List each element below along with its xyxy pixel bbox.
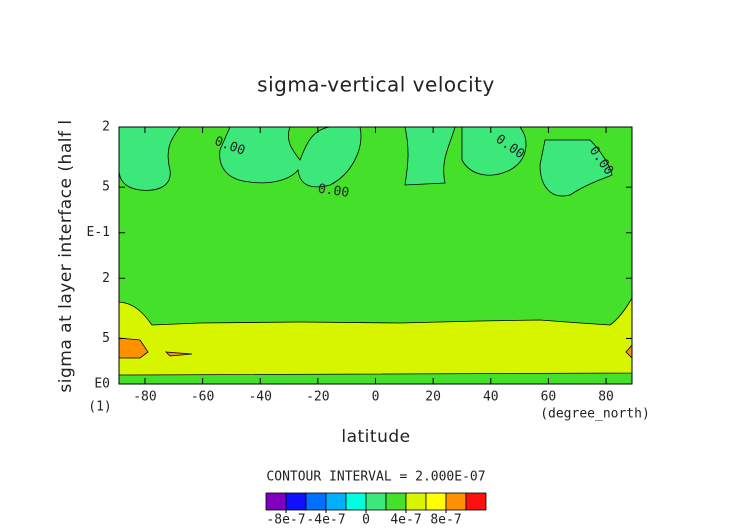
colorbar-box [365, 492, 387, 511]
x-tick-label: 40 [483, 390, 499, 405]
y-tick-label: 2 [102, 120, 110, 135]
colorbar-label: 0 [362, 513, 370, 528]
x-tick-label: -80 [133, 390, 156, 405]
colorbar-box [425, 492, 447, 511]
field-spot [164, 351, 193, 357]
contour-field [118, 126, 633, 385]
colorbar-box [325, 492, 347, 511]
field-blob [118, 126, 181, 191]
field-blob [461, 126, 527, 176]
colorbar-box [305, 492, 327, 511]
field-band [118, 296, 633, 376]
colorbar-label: 4e-7 [390, 513, 421, 528]
field-blob [404, 126, 456, 186]
colorbar-label: -8e-7 [266, 513, 305, 528]
contour-label: 0.00 [317, 182, 350, 201]
colorbar-box [385, 492, 407, 511]
colorbar-box [445, 492, 467, 511]
colorbar-label: 8e-7 [430, 513, 461, 528]
y-axis-label: sigma at layer interface (half l [56, 119, 76, 392]
field-blob [219, 126, 362, 188]
contour-interval: CONTOUR INTERVAL = 2.000E-07 [266, 470, 485, 485]
colorbar-box [285, 492, 307, 511]
colorbar-box [405, 492, 427, 511]
field-blob [539, 139, 613, 197]
y-tick-label: 5 [102, 331, 110, 346]
colorbar-box [345, 492, 367, 511]
colorbar-box [465, 492, 487, 511]
x-axis-label: latitude [341, 427, 410, 447]
y-tick-label: 5 [102, 180, 110, 195]
x-tick-label: -20 [306, 390, 329, 405]
y-tick-label: E0 [94, 377, 110, 392]
colorbar-box [265, 492, 287, 511]
x-tick-label: -60 [191, 390, 214, 405]
y-unit: (1) [88, 400, 111, 415]
x-tick-label: 60 [541, 390, 557, 405]
colorbar-label: -4e-7 [306, 513, 345, 528]
y-tick-label: 2 [102, 271, 110, 286]
chart-title: sigma-vertical velocity [257, 73, 495, 97]
x-unit: (degree_north) [540, 407, 650, 422]
y-tick-label: E-1 [87, 225, 110, 240]
x-tick-label: 0 [372, 390, 380, 405]
x-tick-label: -40 [248, 390, 271, 405]
x-tick-label: 20 [425, 390, 441, 405]
x-tick-label: 80 [598, 390, 614, 405]
